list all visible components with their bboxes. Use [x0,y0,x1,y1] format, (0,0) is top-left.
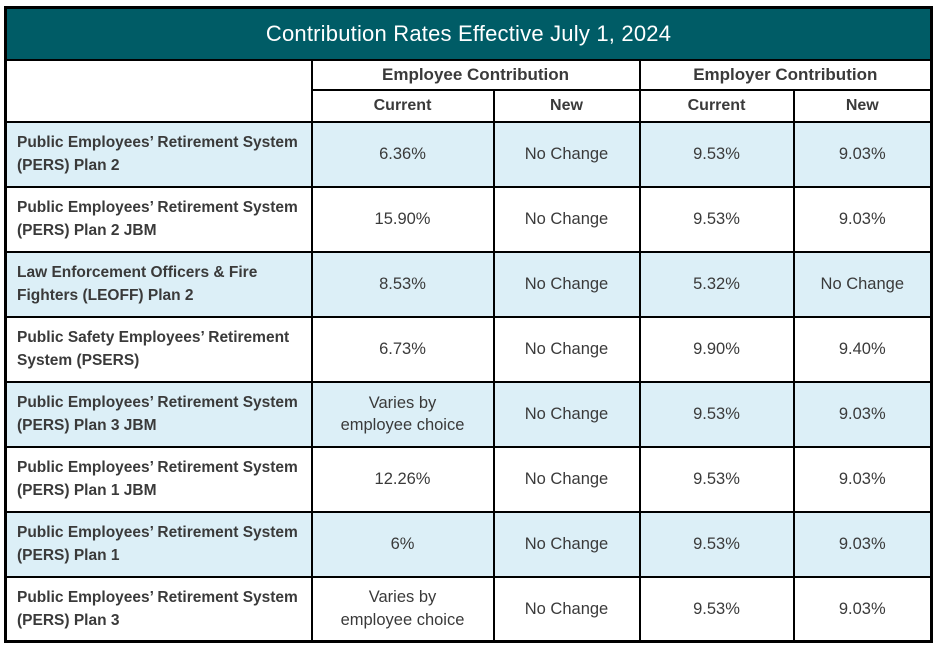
employer-new-value: 9.03% [792,185,933,253]
employee-new-value: No Change [492,575,641,643]
corner-cell [4,58,313,123]
column-header-employee-current: Current [310,88,495,123]
employer-new-value: 9.03% [792,510,933,578]
column-header-employee-new: New [492,88,641,123]
employer-new-value: 9.03% [792,445,933,513]
employer-current-value: 9.53% [638,185,795,253]
table-row-leoff-plan-2: Law Enforcement Officers & Fire Fighters… [4,250,933,318]
table-row-pers-plan-3: Public Employees’ Retirement System (PER… [4,575,933,643]
employer-new-value: 9.03% [792,575,933,643]
employee-current-value: 6.73% [310,315,495,383]
employer-current-value: 9.53% [638,380,795,448]
employee-current-value: Varies by employee choice [310,380,495,448]
employer-current-value: 9.53% [638,445,795,513]
employee-current-value: 6.36% [310,120,495,188]
table-row-pers-plan-1: Public Employees’ Retirement System (PER… [4,510,933,578]
employee-current-value: Varies by employee choice [310,575,495,643]
group-header-row: Employee Contribution Employer Contribut… [4,58,933,123]
employee-new-value: No Change [492,380,641,448]
employee-new-value: No Change [492,315,641,383]
employer-new-value: 9.40% [792,315,933,383]
table-row-pers-plan-2: Public Employees’ Retirement System (PER… [4,120,933,188]
employer-current-value: 5.32% [638,250,795,318]
contribution-rates-table: Contribution Rates Effective July 1, 202… [4,6,934,643]
table-row-pers-plan-1-jbm: Public Employees’ Retirement System (PER… [4,445,933,513]
employer-new-value: No Change [792,250,933,318]
title-row: Contribution Rates Effective July 1, 202… [4,6,933,61]
employee-new-value: No Change [492,510,641,578]
table-row-pers-plan-3-jbm: Public Employees’ Retirement System (PER… [4,380,933,448]
employer-current-value: 9.90% [638,315,795,383]
table-row-pers-plan-2-jbm: Public Employees’ Retirement System (PER… [4,185,933,253]
employee-new-value: No Change [492,250,641,318]
group-header-employee-contribution: Employee Contribution [310,58,641,91]
row-name: Law Enforcement Officers & Fire Fighters… [4,250,313,318]
employee-current-value: 8.53% [310,250,495,318]
sub-header-row: Current New Current New [6,88,933,123]
row-name: Public Employees’ Retirement System (PER… [4,445,313,513]
row-name: Public Safety Employees’ Retirement Syst… [4,315,313,383]
column-header-employer-new: New [792,88,933,123]
employee-current-value: 6% [310,510,495,578]
row-name: Public Employees’ Retirement System (PER… [4,575,313,643]
employer-current-value: 9.53% [638,120,795,188]
table-title: Contribution Rates Effective July 1, 202… [4,6,933,61]
employee-new-value: No Change [492,120,641,188]
row-name: Public Employees’ Retirement System (PER… [4,510,313,578]
employer-current-value: 9.53% [638,575,795,643]
employer-new-value: 9.03% [792,380,933,448]
employer-current-value: 9.53% [638,510,795,578]
group-header-employer-contribution: Employer Contribution [638,58,933,91]
employee-new-value: No Change [492,445,641,513]
employee-current-value: 15.90% [310,185,495,253]
table-row-psers: Public Safety Employees’ Retirement Syst… [4,315,933,383]
row-name: Public Employees’ Retirement System (PER… [4,380,313,448]
employee-new-value: No Change [492,185,641,253]
row-name: Public Employees’ Retirement System (PER… [4,185,313,253]
employee-current-value: 12.26% [310,445,495,513]
column-header-employer-current: Current [638,88,795,123]
employer-new-value: 9.03% [792,120,933,188]
row-name: Public Employees’ Retirement System (PER… [4,120,313,188]
